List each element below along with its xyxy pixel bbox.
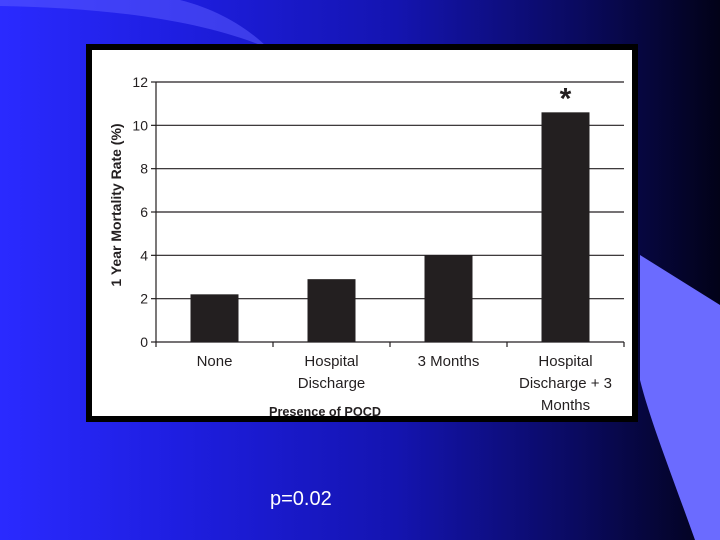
y-axis-label: 1 Year Mortality Rate (%) bbox=[108, 123, 124, 286]
x-tick-label: Hospital bbox=[304, 353, 358, 370]
y-tick-label: 0 bbox=[140, 334, 148, 350]
x-tick-label: Discharge bbox=[298, 375, 366, 392]
significance-asterisk: * bbox=[560, 82, 572, 115]
bar bbox=[190, 294, 239, 342]
x-axis-label: Presence of POCD bbox=[269, 404, 381, 416]
x-tick-label: Discharge + 3 bbox=[519, 375, 612, 392]
figure-frame: 0 2 4 6 8 10 12 * None Hospital Discharge 3 Month… bbox=[86, 44, 638, 422]
x-tick-label: None bbox=[197, 353, 233, 370]
figure-panel: 0 2 4 6 8 10 12 * None Hospital Discharge 3 Month… bbox=[92, 50, 632, 419]
y-tick-label: 6 bbox=[140, 204, 148, 220]
x-tick-label: 3 Months bbox=[418, 353, 480, 370]
bar bbox=[424, 255, 473, 342]
y-tick-label: 10 bbox=[132, 117, 148, 133]
bar bbox=[307, 279, 356, 342]
bar bbox=[541, 112, 590, 342]
y-tick-label: 4 bbox=[140, 247, 148, 263]
p-value-caption: p=0.02 bbox=[270, 488, 332, 510]
mortality-bar-chart: 0 2 4 6 8 10 12 * None Hospital Discharge 3 Month… bbox=[108, 74, 625, 419]
y-tick-label: 8 bbox=[140, 161, 148, 177]
top-left-swoosh bbox=[0, 0, 268, 48]
y-tick-label: 2 bbox=[140, 291, 148, 307]
right-accent-shape bbox=[640, 255, 720, 540]
y-tick-label: 12 bbox=[132, 74, 148, 90]
x-tick-label: Hospital bbox=[538, 353, 592, 370]
x-tick-label: Months bbox=[541, 397, 590, 414]
